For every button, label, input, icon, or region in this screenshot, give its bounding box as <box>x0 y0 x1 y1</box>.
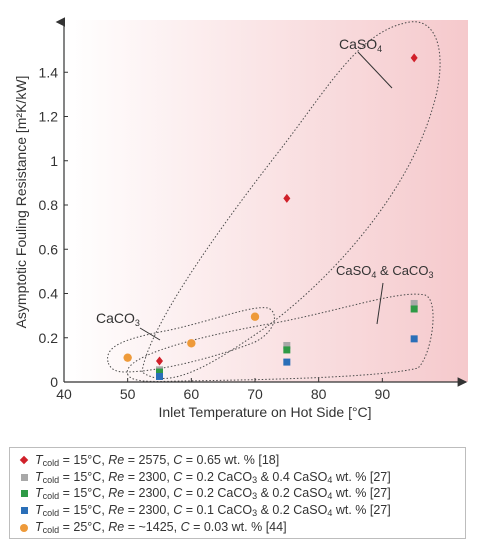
data-point-square <box>410 305 418 313</box>
y-tick-label: 0.4 <box>39 286 59 302</box>
legend-marker <box>17 523 31 532</box>
legend-label: Tcold = 15°C, Re = 2300, C = 0.2 CaCO3 &… <box>35 469 391 485</box>
legend-label: Tcold = 25°C, Re = ~1425, C = 0.03 wt. %… <box>35 520 287 536</box>
legend-label: Tcold = 15°C, Re = 2300, C = 0.2 CaCO3 &… <box>35 486 391 502</box>
leader-caso4 <box>357 51 393 89</box>
data-point-diamond <box>156 356 163 366</box>
y-axis-label: Asymptotic Fouling Resistance [m²K/kW] <box>13 76 29 329</box>
y-axis-ticks: 0 0.2 0.4 0.6 0.8 1 1.2 1.4 <box>39 64 68 390</box>
x-axis-label: Inlet Temperature on Hot Side [°C] <box>158 404 371 420</box>
x-tick-label: 60 <box>184 386 200 402</box>
x-tick-label: 70 <box>247 386 263 402</box>
data-point-diamond <box>410 53 418 63</box>
legend-entry: Tcold = 25°C, Re = ~1425, C = 0.03 wt. %… <box>17 519 465 536</box>
annotation-leaders <box>139 51 393 341</box>
data-point-square <box>283 346 291 354</box>
legend-marker <box>17 456 31 465</box>
x-tick-label: 90 <box>375 386 391 402</box>
data-point-square <box>156 368 163 376</box>
legend-entry: Tcold = 15°C, Re = 2300, C = 0.2 CaCO3 &… <box>17 469 465 486</box>
y-tick-label: 1.4 <box>39 64 59 80</box>
leader-caco3 <box>139 327 161 341</box>
data-point-circle <box>250 312 260 321</box>
data-point-circle <box>187 339 196 348</box>
data-point-circle <box>123 353 132 362</box>
legend-label: Tcold = 15°C, Re = 2575, C = 0.65 wt. % … <box>35 452 280 468</box>
data-point-square <box>410 299 418 307</box>
annotation-caso4: CaSO4 <box>339 36 382 54</box>
annotation-caco3: CaCO3 <box>96 310 140 328</box>
y-tick-label: 1.2 <box>39 109 59 125</box>
legend-label: Tcold = 15°C, Re = 2300, C = 0.1 CaCO3 &… <box>35 503 391 519</box>
data-point-square <box>410 335 418 343</box>
scatter-chart: 40 50 60 70 80 90 0 0.2 0.4 0.6 0.8 1 1.2 1.4 CaSO4 … <box>13 17 468 420</box>
data-point-square <box>283 358 291 366</box>
y-tick-label: 1 <box>50 153 58 169</box>
data-point-diamond <box>283 193 291 203</box>
plot-background <box>64 20 468 382</box>
envelope-caso4 <box>141 21 441 379</box>
y-tick-label: 0 <box>50 374 58 390</box>
group-envelopes <box>107 21 441 382</box>
legend: Tcold = 15°C, Re = 2575, C = 0.65 wt. % … <box>9 447 466 539</box>
legend-entry: Tcold = 15°C, Re = 2575, C = 0.65 wt. % … <box>17 452 465 469</box>
annotation-caso4-caco3: CaSO4 & CaCO3 <box>336 263 433 280</box>
x-tick-label: 80 <box>311 386 327 402</box>
data-point-square <box>156 372 163 380</box>
y-tick-label: 0.8 <box>39 197 59 213</box>
y-tick-label: 0.2 <box>39 330 59 346</box>
legend-entry: Tcold = 15°C, Re = 2300, C = 0.1 CaCO3 &… <box>17 502 465 519</box>
x-tick-label: 50 <box>120 386 136 402</box>
x-tick-label: 40 <box>56 386 72 402</box>
data-points <box>123 53 418 380</box>
legend-marker <box>17 473 31 481</box>
envelope-caso4-caco3 <box>126 293 434 382</box>
x-axis-ticks: 40 50 60 70 80 90 <box>56 378 390 402</box>
legend-entry: Tcold = 15°C, Re = 2300, C = 0.2 CaCO3 &… <box>17 486 465 503</box>
data-point-square <box>283 341 291 349</box>
legend-marker <box>17 507 31 515</box>
leader-caso4-caco3 <box>376 282 384 325</box>
y-tick-label: 0.6 <box>39 241 59 257</box>
legend-marker <box>17 490 31 498</box>
